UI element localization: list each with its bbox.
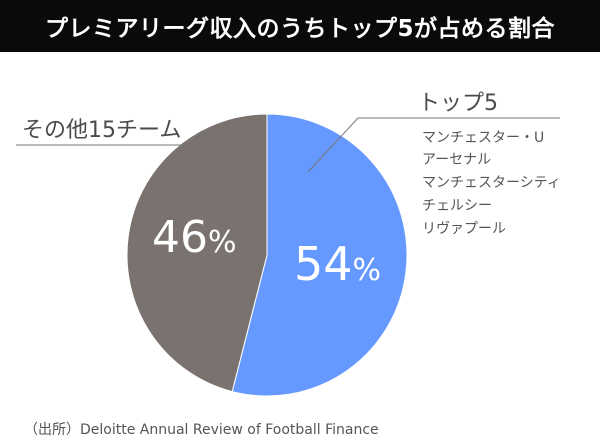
top5-member: マンチェスター・U (422, 130, 544, 146)
source-note: （出所）Deloitte Annual Review of Football F… (24, 422, 379, 438)
label-top5: トップ5 (418, 91, 498, 116)
pct-label-others: 46% (152, 212, 237, 263)
top5-member: リヴァプール (422, 220, 506, 237)
top5-member: アーセナル (422, 152, 491, 168)
pct-label-top5: 54% (294, 237, 381, 291)
slice-top5 (231, 113, 408, 397)
pct-unit-others: % (208, 225, 237, 260)
slice-others (126, 113, 268, 393)
top5-member: マンチェスターシティ (422, 175, 561, 191)
pct-value-others: 46 (152, 212, 208, 263)
chart-title: プレミアリーグ収入のうちトップ5が占める割合 (0, 0, 600, 52)
label-others: その他15チーム (22, 118, 181, 143)
pct-unit-top5: % (353, 253, 382, 288)
top5-member: チェルシー (422, 198, 492, 214)
pct-value-top5: 54 (294, 237, 353, 291)
leader-line-top5 (307, 117, 359, 173)
